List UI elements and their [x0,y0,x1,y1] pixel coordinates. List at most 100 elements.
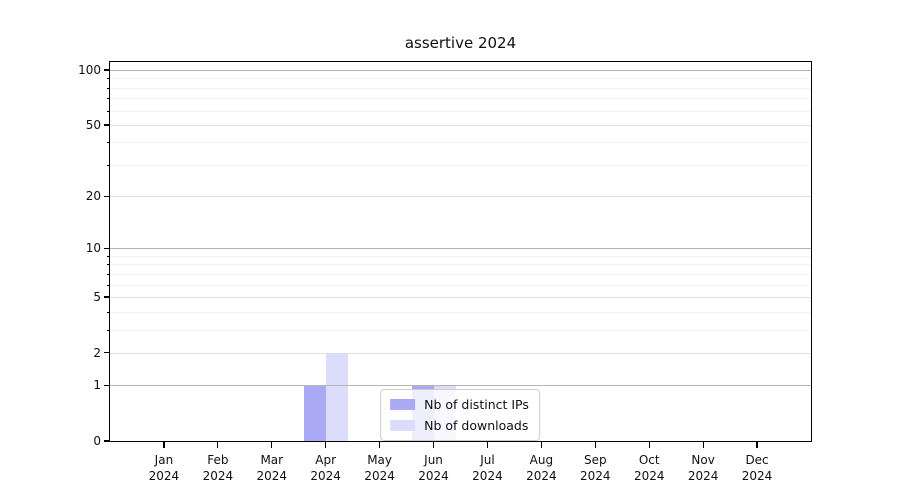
y-tick-1 [104,384,110,386]
x-label-month: Jan [154,453,174,467]
x-tick-oct [648,442,650,448]
y-minor-tick-4 [106,311,110,313]
x-tick-label-aug: Aug 2024 [509,452,573,484]
bar-downloads-apr [325,352,348,441]
y-minor-tick-90 [106,78,110,80]
x-tick-label-may: May 2024 [348,452,412,484]
y-minor-gridline-8 [110,264,811,266]
y-minor-gridline-3 [110,329,811,331]
y-minor-gridline-70 [110,98,811,100]
x-label-month: Dec [745,453,769,467]
x-label-month: Mar [260,453,284,467]
y-minor-gridline-9 [110,255,811,257]
y-minor-tick-6 [106,284,110,286]
y-gridline-10 [110,248,811,250]
y-gridline-1 [110,385,811,387]
x-tick-sep [594,442,596,448]
x-label-month: Jul [480,453,495,467]
x-label-year: 2024 [364,469,395,483]
x-label-month: Sep [583,453,607,467]
x-label-year: 2024 [472,469,503,483]
y-minor-tick-40 [106,142,110,144]
y-minor-tick-60 [106,110,110,112]
y-minor-tick-7 [106,273,110,275]
x-tick-label-nov: Nov 2024 [671,452,735,484]
x-tick-feb [217,442,219,448]
x-tick-jul [486,442,489,448]
legend: Nb of distinct IPs Nb of downloads [380,389,540,441]
y-minor-gridline-7 [110,273,811,275]
x-label-year: 2024 [310,469,341,483]
legend-label-downloads: Nb of downloads [424,418,529,433]
x-tick-dec [756,442,758,448]
legend-swatch-downloads [390,420,416,431]
y-minor-gridline-40 [110,142,811,144]
y-tick-label-0: 0 [93,434,101,448]
x-label-month: Feb [207,453,229,467]
bar-distinct-ips-apr [303,385,326,441]
x-label-month: Nov [691,453,715,467]
y-tick-label-2: 2 [93,345,101,360]
y-minor-gridline-6 [110,284,811,286]
x-label-month: May [367,453,393,467]
y-gridline-5 [110,296,811,298]
x-tick-label-sep: Sep 2024 [563,452,627,484]
y-tick-label-1: 1 [93,378,101,393]
x-label-month: Aug [529,453,554,467]
x-label-year: 2024 [202,469,234,483]
y-tick-2 [104,352,110,354]
x-tick-apr [325,442,327,448]
x-tick-nov [702,442,704,448]
x-label-month: Apr [315,453,337,467]
x-label-year: 2024 [526,469,557,483]
y-tick-50 [104,124,110,126]
x-tick-jun [432,442,435,448]
x-tick-jan [163,442,165,448]
y-minor-tick-8 [106,264,110,266]
x-tick-label-oct: Oct 2024 [617,452,681,484]
y-gridline-20 [110,196,811,198]
x-label-year: 2024 [741,469,773,483]
x-label-month: Oct [638,453,660,467]
x-tick-mar [271,442,273,448]
y-minor-gridline-80 [110,87,811,89]
x-tick-label-jul: Jul 2024 [455,452,519,484]
legend-item-downloads: Nb of downloads [390,418,529,433]
x-label-year: 2024 [633,469,665,483]
y-minor-tick-9 [106,255,110,257]
x-label-year: 2024 [580,469,611,483]
legend-swatch-distinct-ips [390,399,416,410]
legend-item-distinct-ips: Nb of distinct IPs [390,397,529,412]
x-tick-label-dec: Dec 2024 [725,452,789,484]
x-tick-label-feb: Feb 2024 [186,452,250,484]
y-tick-label-100: 100 [78,63,101,77]
y-minor-gridline-30 [110,164,811,166]
y-gridline-100 [110,70,811,71]
y-minor-tick-80 [106,87,110,89]
y-tick-label-10: 10 [85,241,101,256]
x-tick-label-apr: Apr 2024 [294,452,358,484]
y-tick-100 [104,69,110,71]
y-minor-tick-70 [106,98,110,100]
x-tick-label-mar: Mar 2024 [240,452,304,484]
y-tick-label-50: 50 [85,117,101,132]
y-minor-gridline-90 [110,78,811,80]
y-minor-tick-3 [106,329,110,331]
y-tick-10 [104,247,110,249]
y-tick-0 [104,440,110,442]
y-minor-gridline-4 [110,311,811,313]
x-label-year: 2024 [687,469,719,483]
y-minor-gridline-60 [110,110,811,112]
x-tick-label-jan: Jan 2024 [132,452,196,484]
y-tick-5 [104,296,110,298]
y-tick-20 [104,195,110,197]
y-gridline-2 [110,352,811,354]
chart-title: assertive 2024 [404,34,517,52]
x-tick-label-jun: Jun 2024 [402,452,466,484]
x-label-month: Jun [424,453,443,467]
x-tick-aug [540,442,542,448]
y-minor-tick-30 [106,164,110,166]
x-label-year: 2024 [256,469,288,483]
y-gridline-50 [110,124,811,126]
